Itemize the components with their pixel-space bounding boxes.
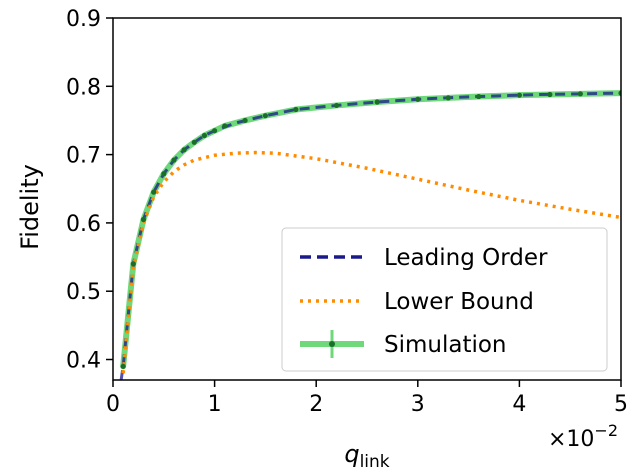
y-tick-label-2: 0.6 <box>66 212 101 237</box>
x-tick-label-4: 4 <box>512 392 526 417</box>
y-tick-label-4: 0.8 <box>66 75 101 100</box>
simulation-point-21 <box>577 91 583 97</box>
simulation-point-8 <box>201 132 208 139</box>
x-axis-multiplier: ×10−2 <box>548 421 618 452</box>
simulation-point-3 <box>151 189 157 195</box>
simulation-point-7 <box>191 139 197 145</box>
simulation-point-0 <box>120 363 126 369</box>
x-axis-label-main: q <box>344 440 359 468</box>
x-tick-label-1: 1 <box>208 392 222 417</box>
simulation-point-11 <box>242 117 248 124</box>
legend-label-leading-order: Leading Order <box>384 245 548 271</box>
simulation-point-14 <box>333 102 340 109</box>
simulation-point-2 <box>140 216 147 223</box>
simulation-point-9 <box>212 128 218 134</box>
y-tick-label-5: 0.9 <box>66 7 101 32</box>
legend-label-simulation: Simulation <box>384 332 507 358</box>
simulation-point-19 <box>516 92 523 98</box>
simulation-point-16 <box>415 96 421 102</box>
x-axis-label-subscript: link <box>360 452 390 468</box>
y-tick-label-3: 0.7 <box>66 144 101 169</box>
x-axis-multiplier-base: ×10 <box>548 427 594 452</box>
simulation-point-1 <box>130 261 136 267</box>
legend-box <box>281 227 608 372</box>
simulation-point-10 <box>222 123 228 129</box>
legend: Leading Order Lower Bound Simulation <box>281 227 608 372</box>
x-tick-label-2: 2 <box>309 392 323 417</box>
y-axis-label: Fidelity <box>16 164 44 250</box>
x-tick-label-3: 3 <box>411 392 425 417</box>
legend-swatch-simulation-marker <box>329 341 335 347</box>
simulation-point-5 <box>171 157 177 163</box>
x-tick-label-5: 5 <box>614 392 628 417</box>
y-tick-label-1: 0.5 <box>66 280 101 305</box>
simulation-point-18 <box>476 93 482 100</box>
series-layer <box>119 90 621 380</box>
simulation-point-12 <box>262 113 268 119</box>
x-tick-label-0: 0 <box>106 392 120 417</box>
x-axis-multiplier-exponent: −2 <box>594 421 618 440</box>
simulation-point-15 <box>374 99 380 105</box>
legend-label-lower-bound: Lower Bound <box>384 289 534 315</box>
simulation-point-6 <box>181 147 187 153</box>
simulation-point-13 <box>293 106 299 113</box>
x-axis-label: qlink <box>344 440 389 468</box>
series-line-lower-bound <box>121 150 621 374</box>
plot-frame <box>112 17 622 381</box>
y-axis-ticks: 0.4 0.5 0.6 0.7 0.8 0.9 <box>66 7 113 374</box>
simulation-point-4 <box>161 171 167 177</box>
simulation-point-17 <box>445 95 451 101</box>
simulation-point-20 <box>547 91 553 98</box>
y-tick-label-0: 0.4 <box>66 349 101 374</box>
x-axis-ticks: 0 1 2 3 4 5 <box>106 380 628 417</box>
